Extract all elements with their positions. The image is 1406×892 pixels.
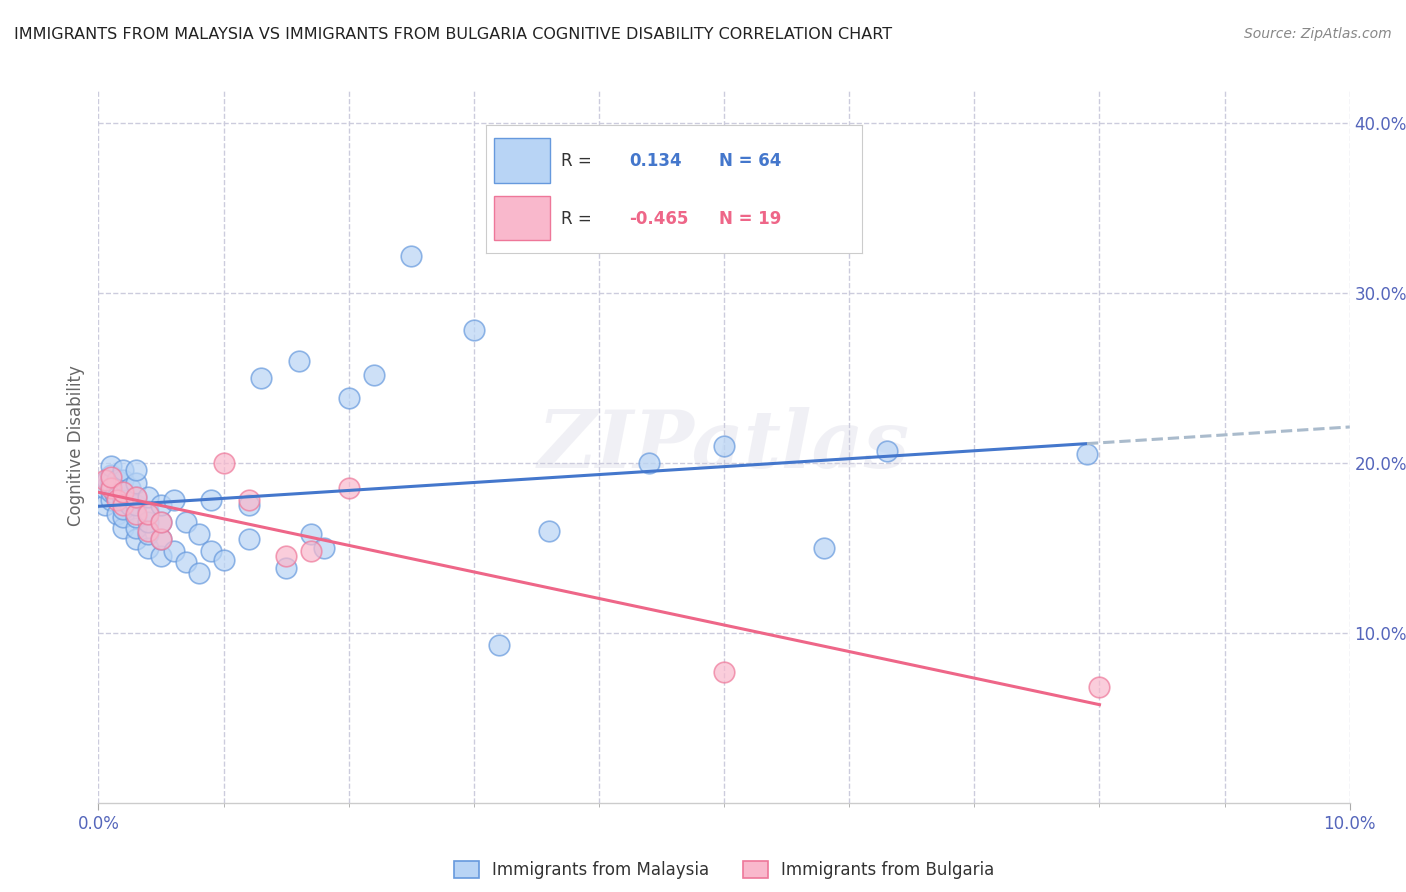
Point bbox=[138, 503, 160, 517]
Point bbox=[713, 665, 735, 679]
Point bbox=[1088, 680, 1111, 694]
Point bbox=[100, 459, 122, 474]
Point bbox=[100, 484, 122, 499]
Point bbox=[100, 476, 122, 491]
Point bbox=[813, 541, 835, 555]
Point bbox=[125, 476, 148, 491]
Point bbox=[138, 516, 160, 530]
Point bbox=[488, 638, 510, 652]
Point bbox=[100, 482, 122, 496]
Point bbox=[463, 323, 485, 337]
Point bbox=[274, 549, 298, 564]
Point bbox=[125, 490, 148, 504]
Point bbox=[401, 249, 423, 263]
Point bbox=[876, 444, 898, 458]
Point bbox=[125, 533, 148, 547]
Point bbox=[100, 469, 122, 483]
Point bbox=[125, 507, 148, 521]
Point bbox=[200, 493, 222, 508]
Point bbox=[138, 507, 160, 521]
Point bbox=[299, 527, 322, 541]
Point bbox=[187, 566, 209, 581]
Point bbox=[125, 520, 148, 534]
Point bbox=[150, 516, 173, 530]
Point bbox=[112, 499, 135, 513]
Text: ZIPatlas: ZIPatlas bbox=[538, 408, 910, 484]
Point bbox=[93, 499, 115, 513]
Point bbox=[174, 555, 197, 569]
Point bbox=[174, 516, 197, 530]
Point bbox=[125, 490, 148, 504]
Point bbox=[150, 533, 173, 547]
Point bbox=[150, 533, 173, 547]
Point bbox=[187, 527, 209, 541]
Point bbox=[150, 549, 173, 564]
Point bbox=[162, 544, 184, 558]
Point bbox=[100, 467, 122, 482]
Point bbox=[150, 499, 173, 513]
Point bbox=[138, 541, 160, 555]
Text: IMMIGRANTS FROM MALAYSIA VS IMMIGRANTS FROM BULGARIA COGNITIVE DISABILITY CORREL: IMMIGRANTS FROM MALAYSIA VS IMMIGRANTS F… bbox=[14, 27, 893, 42]
Point bbox=[112, 493, 135, 508]
Point bbox=[112, 501, 135, 516]
Point bbox=[138, 524, 160, 538]
Point bbox=[112, 520, 135, 534]
Point bbox=[638, 456, 661, 470]
Point bbox=[537, 524, 560, 538]
Point bbox=[105, 490, 128, 504]
Point bbox=[100, 493, 122, 508]
Point bbox=[162, 493, 184, 508]
Point bbox=[112, 473, 135, 487]
Point bbox=[299, 544, 322, 558]
Point bbox=[337, 392, 360, 406]
Point bbox=[96, 473, 118, 487]
Point bbox=[212, 553, 235, 567]
Point bbox=[104, 486, 127, 500]
Point bbox=[125, 499, 148, 513]
Point bbox=[238, 533, 260, 547]
Y-axis label: Cognitive Disability: Cognitive Disability bbox=[66, 366, 84, 526]
Point bbox=[112, 484, 135, 499]
Point bbox=[250, 371, 273, 385]
Point bbox=[150, 516, 173, 530]
Point bbox=[118, 499, 141, 513]
Legend: Immigrants from Malaysia, Immigrants from Bulgaria: Immigrants from Malaysia, Immigrants fro… bbox=[447, 854, 1001, 886]
Point bbox=[287, 354, 309, 368]
Point bbox=[337, 482, 360, 496]
Point bbox=[238, 499, 260, 513]
Point bbox=[212, 456, 235, 470]
Point bbox=[112, 484, 135, 499]
Point bbox=[274, 561, 298, 575]
Point bbox=[112, 510, 135, 524]
Point bbox=[238, 493, 260, 508]
Point bbox=[200, 544, 222, 558]
Point bbox=[125, 510, 148, 524]
Point bbox=[105, 493, 128, 508]
Point bbox=[118, 482, 141, 496]
Point bbox=[1076, 448, 1098, 462]
Point bbox=[105, 507, 128, 521]
Point bbox=[93, 473, 115, 487]
Point bbox=[363, 368, 385, 382]
Point bbox=[112, 463, 135, 477]
Point bbox=[312, 541, 335, 555]
Point bbox=[105, 473, 128, 487]
Point bbox=[125, 463, 148, 477]
Point bbox=[713, 439, 735, 453]
Point bbox=[93, 482, 115, 496]
Point bbox=[138, 527, 160, 541]
Point bbox=[138, 490, 160, 504]
Text: Source: ZipAtlas.com: Source: ZipAtlas.com bbox=[1244, 27, 1392, 41]
